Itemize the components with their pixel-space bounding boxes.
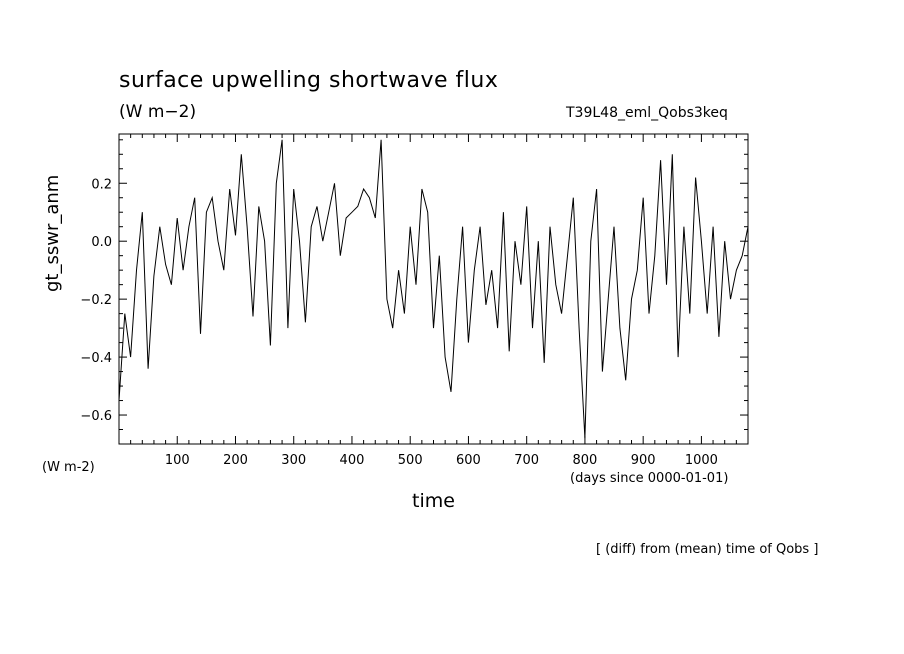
chart-title: surface upwelling shortwave flux xyxy=(119,68,499,93)
y-axis-label: gt_sswr_anm xyxy=(42,174,63,292)
x-tick-label: 200 xyxy=(223,453,248,468)
x-tick-label: 300 xyxy=(281,453,306,468)
y-tick-label: −0.6 xyxy=(80,409,112,424)
x-tick-label: 500 xyxy=(398,453,423,468)
footnote: [ (diff) from (mean) time of Qobs ] xyxy=(596,542,819,557)
x-tick-label: 400 xyxy=(340,453,365,468)
x-axis-label: time xyxy=(412,490,455,512)
x-axis-unit: (days since 0000-01-01) xyxy=(570,471,729,486)
x-tick-label: 600 xyxy=(456,453,481,468)
y-axis-unit: (W m-2) xyxy=(42,460,95,475)
y-tick-label: −0.2 xyxy=(80,293,112,308)
y-tick-label: 0.0 xyxy=(91,235,112,250)
x-tick-label: 1000 xyxy=(685,453,718,468)
run-name: T39L48_eml_Qobs3keq xyxy=(566,105,728,121)
y-tick-label: −0.4 xyxy=(80,351,112,366)
x-tick-label: 700 xyxy=(514,453,539,468)
x-tick-label: 800 xyxy=(573,453,598,468)
chart-units: (W m−2) xyxy=(119,102,197,122)
tick-labels: 100 200 300 400 500 600 700 800 900 1000 −0.6 −0.4 −… xyxy=(80,177,718,468)
y-tick-label: 0.2 xyxy=(91,177,112,192)
x-tick-label: 100 xyxy=(165,453,190,468)
plot-frame xyxy=(118,133,749,445)
x-tick-label: 900 xyxy=(631,453,656,468)
series-line xyxy=(118,139,749,439)
tick-marks xyxy=(119,134,748,445)
